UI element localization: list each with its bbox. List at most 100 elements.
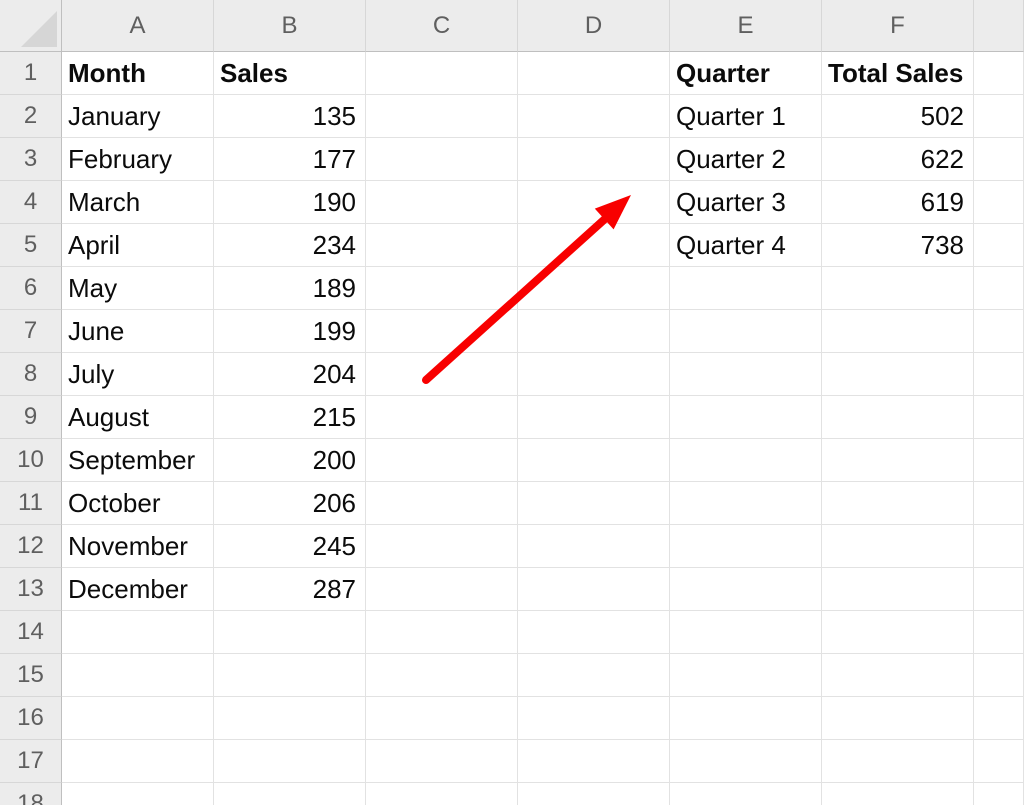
- cell-F9[interactable]: [822, 396, 974, 439]
- cell-C15[interactable]: [366, 654, 518, 697]
- cell-C13[interactable]: [366, 568, 518, 611]
- row-header-4[interactable]: 4: [0, 181, 62, 224]
- cell-D17[interactable]: [518, 740, 670, 783]
- cell-E1[interactable]: Quarter: [670, 52, 822, 95]
- cell-B13[interactable]: 287: [214, 568, 366, 611]
- cell-E17[interactable]: [670, 740, 822, 783]
- cell-C17[interactable]: [366, 740, 518, 783]
- row-header-18[interactable]: 18: [0, 783, 62, 805]
- cell-E14[interactable]: [670, 611, 822, 654]
- row-header-17[interactable]: 17: [0, 740, 62, 783]
- cell-B12[interactable]: 245: [214, 525, 366, 568]
- cell-A6[interactable]: May: [62, 267, 214, 310]
- cell-E10[interactable]: [670, 439, 822, 482]
- cell-F15[interactable]: [822, 654, 974, 697]
- cell-A14[interactable]: [62, 611, 214, 654]
- cell-E12[interactable]: [670, 525, 822, 568]
- row-header-2[interactable]: 2: [0, 95, 62, 138]
- cell-E3[interactable]: Quarter 2: [670, 138, 822, 181]
- cell-B15[interactable]: [214, 654, 366, 697]
- cell-A4[interactable]: March: [62, 181, 214, 224]
- cell-A13[interactable]: December: [62, 568, 214, 611]
- cell-F16[interactable]: [822, 697, 974, 740]
- column-header-D[interactable]: D: [518, 0, 670, 52]
- cell-F5[interactable]: 738: [822, 224, 974, 267]
- row-header-14[interactable]: 14: [0, 611, 62, 654]
- row-header-8[interactable]: 8: [0, 353, 62, 396]
- cell-E18[interactable]: [670, 783, 822, 805]
- cell-E7[interactable]: [670, 310, 822, 353]
- cell-C7[interactable]: [366, 310, 518, 353]
- cell-F1[interactable]: Total Sales: [822, 52, 974, 95]
- column-header-B[interactable]: B: [214, 0, 366, 52]
- cell-F7[interactable]: [822, 310, 974, 353]
- cell-E16[interactable]: [670, 697, 822, 740]
- cell-E6[interactable]: [670, 267, 822, 310]
- cell-C5[interactable]: [366, 224, 518, 267]
- cell-F18[interactable]: [822, 783, 974, 805]
- cell-E15[interactable]: [670, 654, 822, 697]
- cell-C6[interactable]: [366, 267, 518, 310]
- cell-D3[interactable]: [518, 138, 670, 181]
- cell-F2[interactable]: 502: [822, 95, 974, 138]
- row-header-13[interactable]: 13: [0, 568, 62, 611]
- cell-A9[interactable]: August: [62, 396, 214, 439]
- cell-A3[interactable]: February: [62, 138, 214, 181]
- cell-B17[interactable]: [214, 740, 366, 783]
- cell-B11[interactable]: 206: [214, 482, 366, 525]
- cell-B18[interactable]: [214, 783, 366, 805]
- cell-F8[interactable]: [822, 353, 974, 396]
- cell-D9[interactable]: [518, 396, 670, 439]
- cell-C2[interactable]: [366, 95, 518, 138]
- cell-C10[interactable]: [366, 439, 518, 482]
- cell-B10[interactable]: 200: [214, 439, 366, 482]
- cell-A2[interactable]: January: [62, 95, 214, 138]
- cell-B2[interactable]: 135: [214, 95, 366, 138]
- cell-D18[interactable]: [518, 783, 670, 805]
- row-header-1[interactable]: 1: [0, 52, 62, 95]
- cell-F10[interactable]: [822, 439, 974, 482]
- cell-D10[interactable]: [518, 439, 670, 482]
- cell-C16[interactable]: [366, 697, 518, 740]
- cell-E13[interactable]: [670, 568, 822, 611]
- cell-C14[interactable]: [366, 611, 518, 654]
- cell-A15[interactable]: [62, 654, 214, 697]
- row-header-6[interactable]: 6: [0, 267, 62, 310]
- cell-D5[interactable]: [518, 224, 670, 267]
- cell-A18[interactable]: [62, 783, 214, 805]
- cell-B16[interactable]: [214, 697, 366, 740]
- cell-C9[interactable]: [366, 396, 518, 439]
- cell-D6[interactable]: [518, 267, 670, 310]
- cell-A17[interactable]: [62, 740, 214, 783]
- cell-A16[interactable]: [62, 697, 214, 740]
- cell-B3[interactable]: 177: [214, 138, 366, 181]
- cell-D1[interactable]: [518, 52, 670, 95]
- cell-C8[interactable]: [366, 353, 518, 396]
- cell-B14[interactable]: [214, 611, 366, 654]
- row-header-9[interactable]: 9: [0, 396, 62, 439]
- row-header-15[interactable]: 15: [0, 654, 62, 697]
- cell-A1[interactable]: Month: [62, 52, 214, 95]
- cell-A10[interactable]: September: [62, 439, 214, 482]
- cell-C1[interactable]: [366, 52, 518, 95]
- cell-D13[interactable]: [518, 568, 670, 611]
- cell-F12[interactable]: [822, 525, 974, 568]
- column-header-F[interactable]: F: [822, 0, 974, 52]
- cell-B4[interactable]: 190: [214, 181, 366, 224]
- cell-F4[interactable]: 619: [822, 181, 974, 224]
- cell-A8[interactable]: July: [62, 353, 214, 396]
- cell-F14[interactable]: [822, 611, 974, 654]
- cell-E4[interactable]: Quarter 3: [670, 181, 822, 224]
- row-header-5[interactable]: 5: [0, 224, 62, 267]
- cell-E8[interactable]: [670, 353, 822, 396]
- column-header-C[interactable]: C: [366, 0, 518, 52]
- cell-E5[interactable]: Quarter 4: [670, 224, 822, 267]
- column-header-E[interactable]: E: [670, 0, 822, 52]
- cell-A11[interactable]: October: [62, 482, 214, 525]
- row-header-10[interactable]: 10: [0, 439, 62, 482]
- cell-B9[interactable]: 215: [214, 396, 366, 439]
- cell-D16[interactable]: [518, 697, 670, 740]
- row-header-7[interactable]: 7: [0, 310, 62, 353]
- cell-F11[interactable]: [822, 482, 974, 525]
- cell-A7[interactable]: June: [62, 310, 214, 353]
